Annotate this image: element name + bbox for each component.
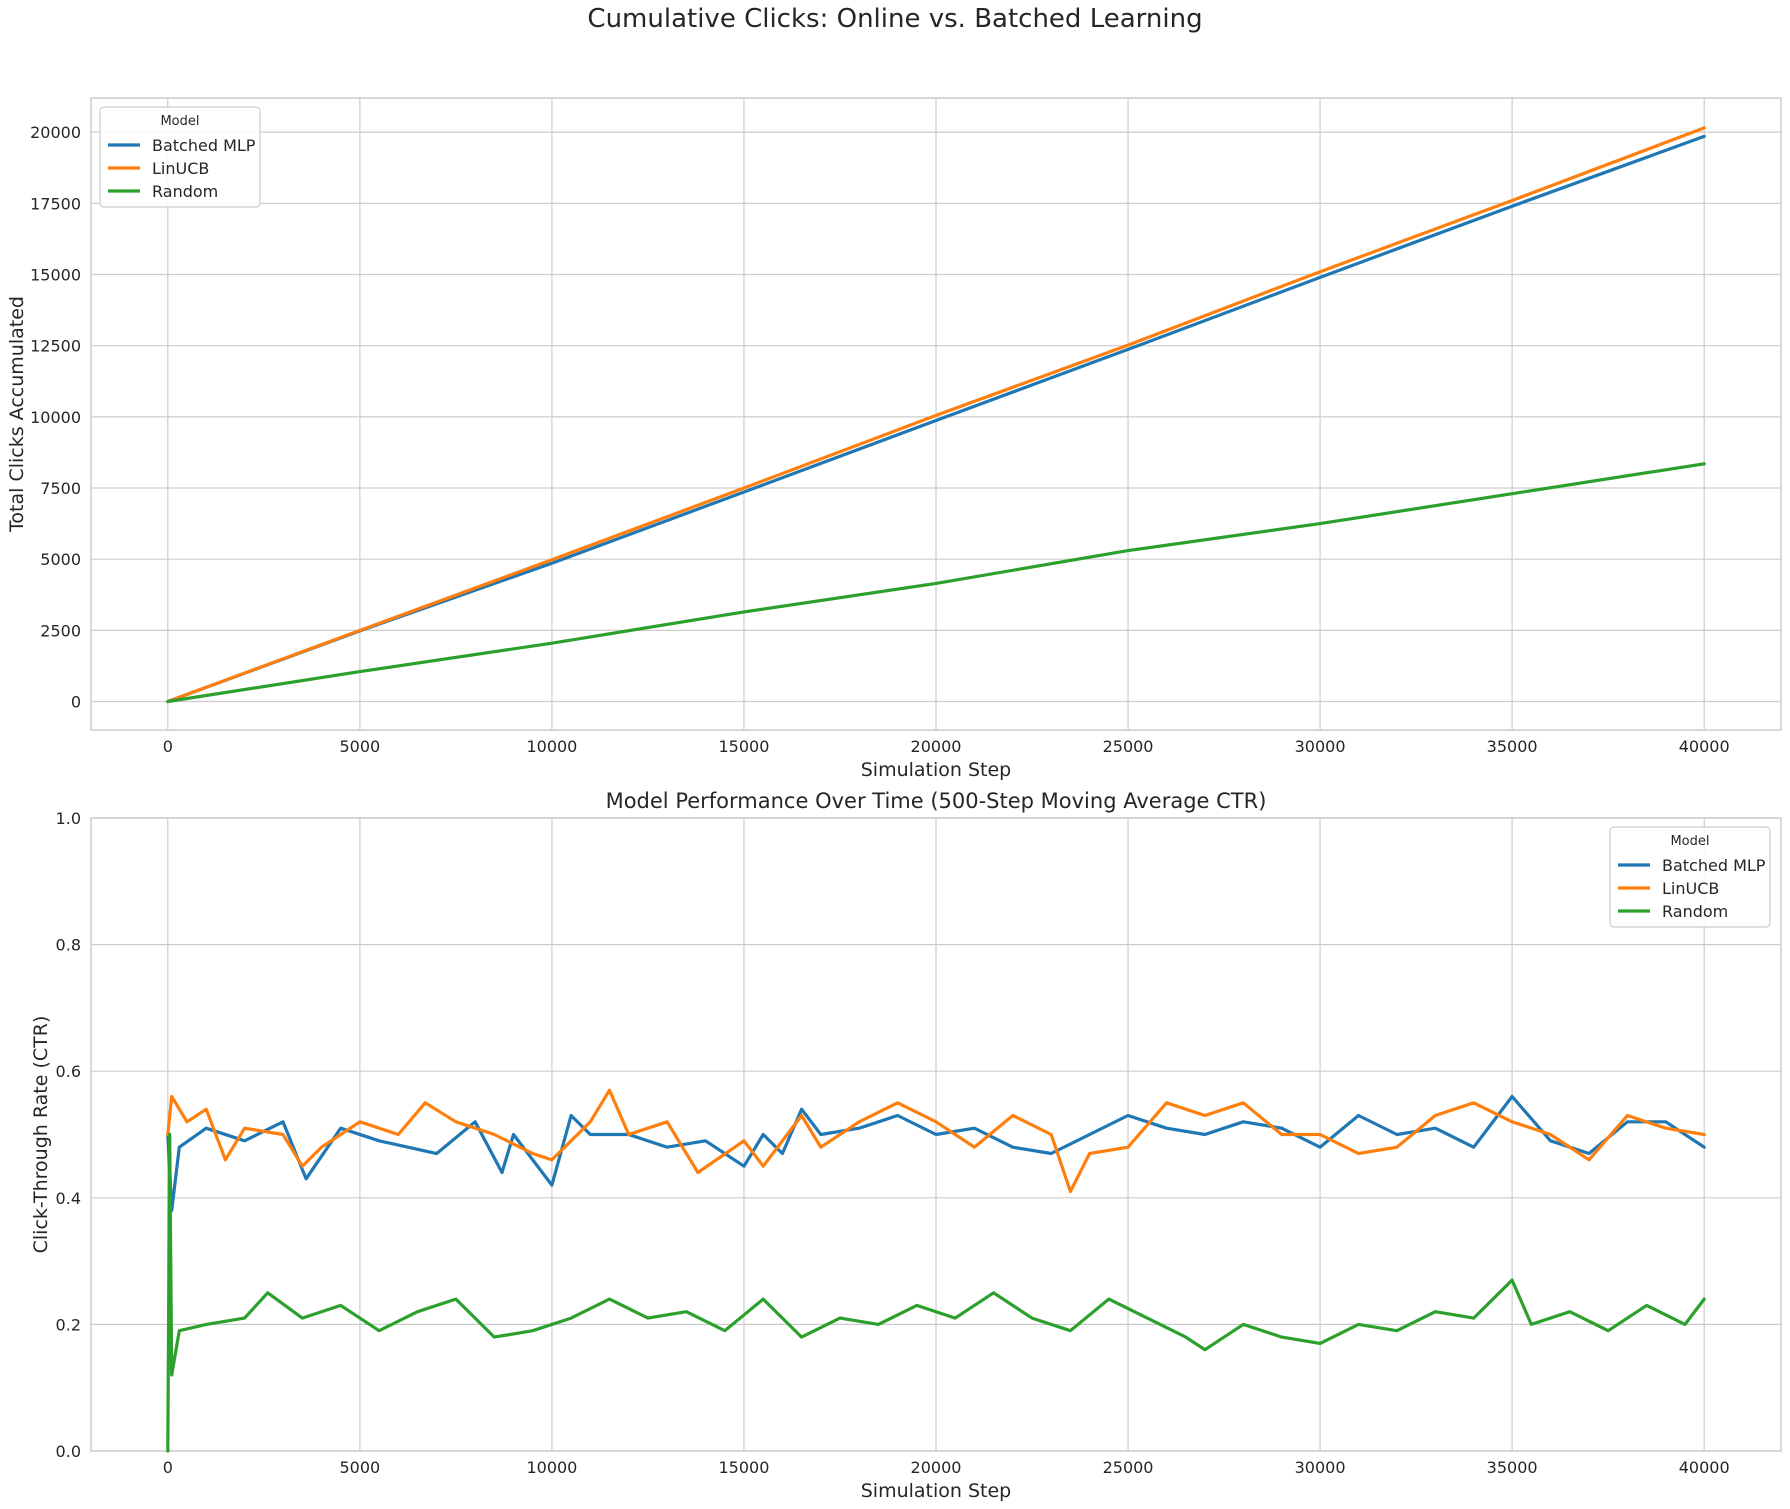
legend-label-random: Random bbox=[1662, 902, 1728, 921]
series-line-random bbox=[166, 462, 1706, 704]
legend: Model Batched MLP LinUCB Random bbox=[99, 106, 261, 208]
x-tick-label: 35000 bbox=[1487, 737, 1538, 756]
figure-title: Cumulative Clicks: Online vs. Batched Le… bbox=[587, 4, 1203, 34]
x-tick-label: 25000 bbox=[1103, 1458, 1154, 1477]
y-tick-label: 12500 bbox=[30, 337, 81, 356]
x-tick-label: 15000 bbox=[719, 737, 770, 756]
y-tick-label: 1.0 bbox=[56, 809, 81, 828]
y-tick-label: 0.8 bbox=[56, 936, 81, 955]
series-line-random bbox=[166, 1132, 1706, 1453]
y-tick-label: 2500 bbox=[40, 621, 81, 640]
x-tick-label: 40000 bbox=[1679, 1458, 1730, 1477]
series-line-linucb bbox=[166, 1088, 1706, 1194]
legend-label-random: Random bbox=[152, 182, 218, 201]
x-tick-label: 20000 bbox=[911, 737, 962, 756]
axes-frame bbox=[90, 97, 1782, 731]
legend-box bbox=[1609, 826, 1771, 928]
y-tick-label: 0 bbox=[71, 693, 81, 712]
y-tick-label: 0.0 bbox=[56, 1442, 81, 1461]
y-tick-label: 20000 bbox=[30, 123, 81, 142]
legend-label-linucb: LinUCB bbox=[152, 159, 209, 178]
y-tick-label: 15000 bbox=[30, 266, 81, 285]
x-tick-label: 35000 bbox=[1487, 1458, 1538, 1477]
y-tick-label: 0.2 bbox=[56, 1315, 81, 1334]
x-tick-label: 5000 bbox=[340, 737, 381, 756]
chart-2: 0 5000 10000 15000 20000 25000 30000 35000 40000… bbox=[30, 789, 1782, 1502]
chart-title: Model Performance Over Time (500-Step Mo… bbox=[606, 789, 1267, 813]
series-line-batched-mlp bbox=[166, 1094, 1706, 1213]
series-line-linucb bbox=[166, 126, 1706, 704]
x-tick-label: 30000 bbox=[1295, 737, 1346, 756]
legend-title: Model bbox=[160, 114, 199, 129]
y-tick-label: 0.6 bbox=[56, 1062, 81, 1081]
axes-frame bbox=[90, 817, 1782, 1452]
x-tick-label: 25000 bbox=[1103, 737, 1154, 756]
legend-box bbox=[99, 106, 261, 208]
legend-label-batched-mlp: Batched MLP bbox=[152, 136, 256, 155]
legend-label-batched-mlp: Batched MLP bbox=[1662, 856, 1766, 875]
legend-label-linucb: LinUCB bbox=[1662, 879, 1719, 898]
x-tick-label: 40000 bbox=[1679, 737, 1730, 756]
y-tick-label: 5000 bbox=[40, 550, 81, 569]
x-tick-label: 15000 bbox=[719, 1458, 770, 1477]
y-tick-label: 0.4 bbox=[56, 1189, 81, 1208]
legend-title: Model bbox=[1670, 834, 1709, 849]
y-tick-label: 17500 bbox=[30, 194, 81, 213]
x-axis-label: Simulation Step bbox=[861, 759, 1012, 781]
y-tick-label: 10000 bbox=[30, 408, 81, 427]
x-tick-label: 10000 bbox=[526, 737, 577, 756]
y-axis-label: Total Clicks Accumulated bbox=[6, 296, 28, 533]
x-tick-label: 5000 bbox=[340, 1458, 381, 1477]
y-tick-label: 7500 bbox=[40, 479, 81, 498]
chart-1: 0 5000 10000 15000 20000 25000 30000 35000 40000… bbox=[6, 97, 1782, 781]
x-tick-label: 0 bbox=[163, 737, 173, 756]
x-tick-label: 20000 bbox=[911, 1458, 962, 1477]
x-tick-label: 0 bbox=[163, 1458, 173, 1477]
x-axis-label: Simulation Step bbox=[861, 1480, 1012, 1502]
y-axis-label: Click-Through Rate (CTR) bbox=[30, 1016, 52, 1254]
legend: Model Batched MLP LinUCB Random bbox=[1609, 826, 1771, 928]
x-tick-label: 30000 bbox=[1295, 1458, 1346, 1477]
x-tick-label: 10000 bbox=[526, 1458, 577, 1477]
